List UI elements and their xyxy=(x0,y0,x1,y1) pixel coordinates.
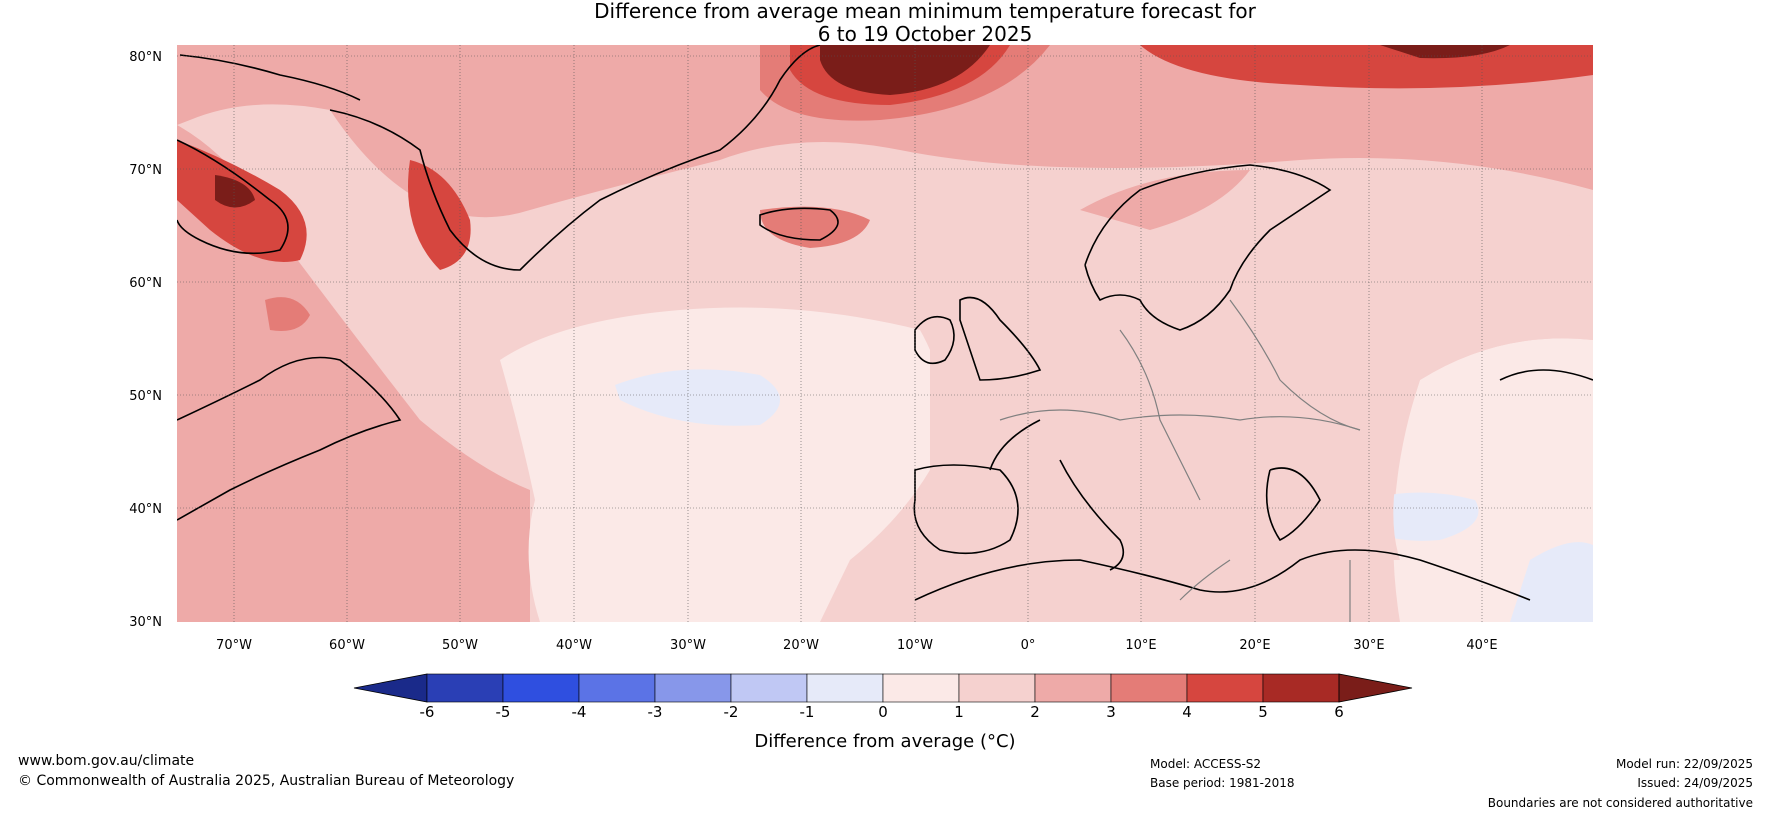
coast-greenland-north xyxy=(179,54,361,101)
lon-label: 40°E xyxy=(1466,638,1497,653)
coast-greece xyxy=(1265,467,1321,542)
colorbar: -6 -5 -4 -3 -2 -1 0 1 2 3 4 5 6 xyxy=(353,673,1413,721)
coast-north-america xyxy=(177,356,402,521)
graticule xyxy=(177,45,1593,622)
lon-label: 20°E xyxy=(1239,638,1270,653)
anomaly-band-2-3-norway xyxy=(1080,170,1250,230)
lon-label: 50°W xyxy=(442,638,478,653)
anomaly-band-6plus-arctic xyxy=(1380,45,1510,59)
map-title: Difference from average mean minimum tem… xyxy=(0,0,1770,46)
title-line-1: Difference from average mean minimum tem… xyxy=(594,0,1256,23)
lon-label: 70°W xyxy=(216,638,252,653)
anomaly-band-3-4-labrador xyxy=(265,297,310,331)
colorbar-tick-label: -5 xyxy=(496,703,511,721)
website-link[interactable]: www.bom.gov.au/climate xyxy=(18,753,195,769)
lon-label: 30°W xyxy=(670,638,706,653)
colorbar-segment xyxy=(730,673,808,703)
coast-ireland xyxy=(914,315,955,365)
lat-label: 40°N xyxy=(129,502,162,517)
colorbar-tick-label: 4 xyxy=(1182,703,1192,721)
anomaly-field xyxy=(177,45,1593,622)
lon-labels: 70°W 60°W 50°W 40°W 30°W 20°W 10°W 0° 10… xyxy=(216,638,1498,653)
border-central-europe xyxy=(999,409,1361,431)
anomaly-band-neg1-0-atlantic xyxy=(615,369,780,426)
lon-label: 10°W xyxy=(897,638,933,653)
coast-iceland xyxy=(759,207,839,241)
coast-greenland-south xyxy=(329,45,821,271)
anomaly-band-1-2-europe xyxy=(912,217,1593,622)
lon-label: 10°E xyxy=(1125,638,1156,653)
country-borders xyxy=(999,299,1361,622)
lon-label: 60°W xyxy=(329,638,365,653)
colorbar-tick-label: 3 xyxy=(1106,703,1116,721)
colorbar-segment xyxy=(1034,673,1112,703)
anomaly-band-0-1-east xyxy=(1393,338,1593,622)
colorbar-segment xyxy=(426,673,504,703)
model-run-date: Model run: 22/09/2025 xyxy=(1615,757,1753,771)
border-germany-poland xyxy=(1119,329,1201,501)
colorbar-segment xyxy=(1262,673,1340,703)
coast-baffin-island xyxy=(177,139,289,255)
colorbar-segment xyxy=(1110,673,1188,703)
colorbar-tick-label: -6 xyxy=(420,703,435,721)
anomaly-band-3-4-iceland xyxy=(760,206,870,248)
coast-black-sea-north xyxy=(1499,369,1593,381)
colorbar-tick-label: 6 xyxy=(1334,703,1344,721)
colorbar-segment xyxy=(502,673,580,703)
coast-north-africa xyxy=(914,549,1531,601)
base-period: Base period: 1981-2018 xyxy=(1150,776,1295,790)
lat-label: 80°N xyxy=(129,50,162,65)
colorbar-segment xyxy=(806,673,884,703)
colorbar-segment xyxy=(578,673,656,703)
lon-label: 30°E xyxy=(1353,638,1384,653)
lat-labels: 80°N 70°N 60°N 50°N 40°N 30°N xyxy=(129,50,162,630)
colorbar-tick-label: 2 xyxy=(1030,703,1040,721)
coast-france-italy xyxy=(989,419,1125,571)
lat-label: 60°N xyxy=(129,276,162,291)
colorbar-extend-low xyxy=(353,673,428,703)
model-name: Model: ACCESS-S2 xyxy=(1150,757,1262,771)
colorbar-tick-label: 5 xyxy=(1258,703,1268,721)
lon-label: 20°W xyxy=(783,638,819,653)
colorbar-label: Difference from average (°C) xyxy=(754,731,1015,752)
colorbar-segment xyxy=(882,673,960,703)
anomaly-band-2-3-north xyxy=(177,45,1593,218)
coast-great-britain xyxy=(959,296,1042,381)
colorbar-extend-high xyxy=(1338,673,1413,703)
colorbar-segment xyxy=(1186,673,1264,703)
colorbar-segment xyxy=(958,673,1036,703)
coast-iberia xyxy=(913,464,1019,555)
colorbar-tick-label: -1 xyxy=(800,703,815,721)
lat-label: 30°N xyxy=(129,615,162,630)
border-baltic xyxy=(1229,299,1361,431)
anomaly-band-6plus-greenland-sea xyxy=(820,45,990,95)
lat-label: 50°N xyxy=(129,389,162,404)
disclaimer-text: Boundaries are not considered authoritat… xyxy=(1487,796,1753,810)
title-line-2: 6 to 19 October 2025 xyxy=(817,22,1033,46)
colorbar-tick-label: -2 xyxy=(724,703,739,721)
colorbar-tick-label: -4 xyxy=(572,703,587,721)
copyright-text: © Commonwealth of Australia 2025, Austra… xyxy=(18,773,515,789)
colorbar-tick-label: -3 xyxy=(648,703,663,721)
border-north-africa xyxy=(1179,559,1351,622)
issued-date: Issued: 24/09/2025 xyxy=(1637,776,1753,790)
lat-label: 70°N xyxy=(129,163,162,178)
colorbar-segment xyxy=(654,673,732,703)
anomaly-band-neg1-0-middle-east xyxy=(1510,542,1593,622)
anomaly-band-4-5-greenland xyxy=(408,160,471,270)
coastlines xyxy=(177,45,1593,601)
lon-label: 0° xyxy=(1021,638,1036,653)
coast-scandinavia xyxy=(1084,164,1332,331)
colorbar-tick-label: 1 xyxy=(954,703,964,721)
colorbar-tick-label: 0 xyxy=(878,703,888,721)
anomaly-band-0-1-atlantic xyxy=(500,307,943,622)
anomaly-band-6plus-baffin xyxy=(215,175,255,208)
lon-label: 40°W xyxy=(556,638,592,653)
